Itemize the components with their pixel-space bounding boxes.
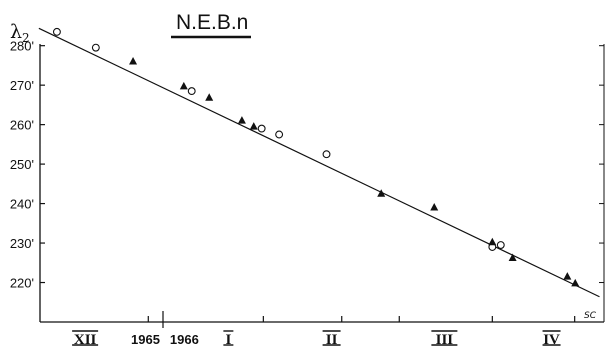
circle-point: [52, 27, 61, 36]
year-label: 1965: [131, 332, 160, 347]
trend-line: [38, 27, 600, 298]
y-tick-label: 220': [10, 276, 34, 291]
y-tick-label: 240': [10, 197, 34, 212]
y-axis-label: λ2: [10, 21, 30, 45]
x-ticks: [147, 316, 576, 322]
y-ticks: 220' 230' 240' 250' 260' 270' 280': [10, 39, 604, 291]
triangle-point: [563, 272, 572, 280]
y-tick-label: 250': [10, 157, 34, 172]
data-points: [52, 27, 580, 287]
triangle-point: [488, 237, 497, 246]
triangle-point: [205, 93, 214, 101]
y-axis-label-symbol: λ: [10, 21, 22, 43]
year-label: 1966: [170, 332, 199, 347]
triangle-point: [571, 278, 580, 287]
triangle-point: [249, 122, 258, 130]
circle-point: [275, 130, 284, 139]
y-axis-label-subscript: 2: [22, 31, 30, 45]
month-label: II: [326, 332, 338, 347]
y-tick-label: 260': [10, 118, 34, 133]
chart-title: N.E.B.n: [176, 11, 248, 34]
circle-point: [187, 87, 196, 96]
triangle-point: [508, 253, 517, 262]
month-label: IV: [543, 332, 560, 347]
y-tick-label: 230': [10, 236, 34, 251]
signature: SC: [584, 311, 597, 321]
month-label: XII: [74, 332, 97, 347]
y-tick-label: 280': [10, 39, 34, 54]
circle-point: [496, 241, 505, 249]
triangle-point: [179, 81, 188, 90]
triangle-point: [377, 189, 386, 197]
y-tick-label: 270': [10, 78, 34, 93]
x-labels: XII 1965 1966 I II III IV: [72, 330, 561, 347]
month-label: III: [436, 332, 454, 347]
triangle-point: [129, 56, 138, 65]
month-label: I: [225, 332, 231, 347]
circle-point: [91, 43, 100, 52]
triangle-point: [430, 203, 439, 211]
circle-point: [257, 124, 266, 133]
triangle-point: [237, 116, 246, 124]
trend-line-group: [38, 27, 600, 298]
circle-point: [322, 150, 331, 159]
